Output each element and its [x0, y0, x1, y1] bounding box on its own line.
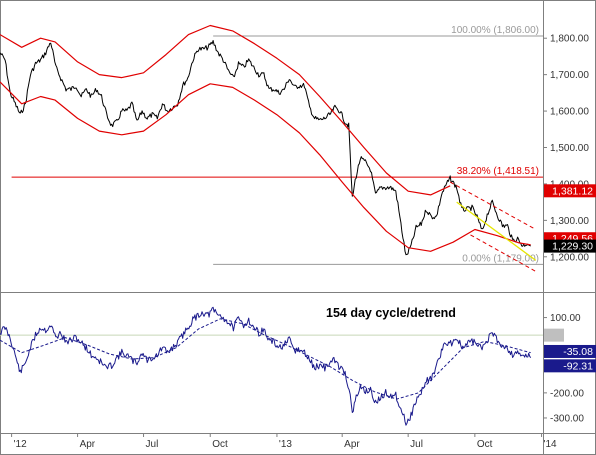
price-series-price	[0, 40, 531, 256]
price-ytick-label-2: 1,600.00	[550, 107, 589, 118]
price-ytick-label-3: 1,500.00	[550, 143, 589, 154]
value-badges: 1,381.121,249.561,229.30-35.08-92.31	[544, 184, 596, 373]
xtick-label-4: '13	[279, 439, 292, 450]
fib-label-1: 38.20% (1,418.51)	[457, 166, 539, 177]
osc-badge-label-0: -35.08	[563, 346, 593, 358]
price-ytick-label-5: 1,300.00	[550, 216, 589, 227]
price-ytick-label-0: 1,800.00	[550, 34, 589, 45]
xtick-label-0: '12	[14, 439, 27, 450]
price-badge-2	[544, 239, 596, 253]
price-series-envelope-lower	[0, 81, 531, 252]
xtick-label-7: Oct	[477, 439, 493, 450]
osc-reference-badge	[544, 328, 564, 342]
price-series-envelope-upper	[0, 24, 451, 196]
osc-series-detrend	[0, 306, 532, 426]
price-series-channel-upper-dashed	[449, 181, 537, 230]
xtick-label-2: Jul	[146, 439, 159, 450]
price-badge-0	[544, 184, 596, 198]
oscillator-panel	[0, 306, 543, 426]
price-ytick-label-6: 1,200.00	[550, 252, 589, 263]
osc-badge-label-1: -92.31	[563, 360, 593, 372]
price-panel: 100.00% (1,806.00) 38.20% (1,418.51) 0.00%…	[0, 24, 543, 272]
xtick-label-3: Oct	[212, 439, 228, 450]
fib-label-2: 0.00% (1,179.00)	[462, 253, 539, 264]
osc-series-detrend-average	[0, 318, 531, 400]
oscillator-title: 154 day cycle/detrend	[326, 306, 456, 320]
osc-ytick-label-2: -200.00	[550, 388, 584, 399]
xtick-label-1: Apr	[80, 439, 96, 450]
xtick-label-8: '14	[544, 439, 557, 450]
price-ytick-label-1: 1,700.00	[550, 70, 589, 81]
osc-ytick-label-0: 100.00	[550, 313, 581, 324]
xtick-label-6: Jul	[410, 439, 423, 450]
osc-badge-1	[544, 359, 596, 373]
price-series-channel-lower-dashed	[470, 234, 537, 272]
osc-badge-0	[544, 344, 596, 358]
price-badge-label-2: 1,229.30	[552, 241, 593, 253]
osc-ytick-label-3: -300.00	[550, 413, 584, 424]
xtick-label-5: Apr	[344, 439, 360, 450]
fib-label-0: 100.00% (1,806.00)	[451, 25, 539, 36]
price-badge-label-0: 1,381.12	[552, 185, 593, 197]
price-series-trend-yellow	[456, 201, 537, 261]
